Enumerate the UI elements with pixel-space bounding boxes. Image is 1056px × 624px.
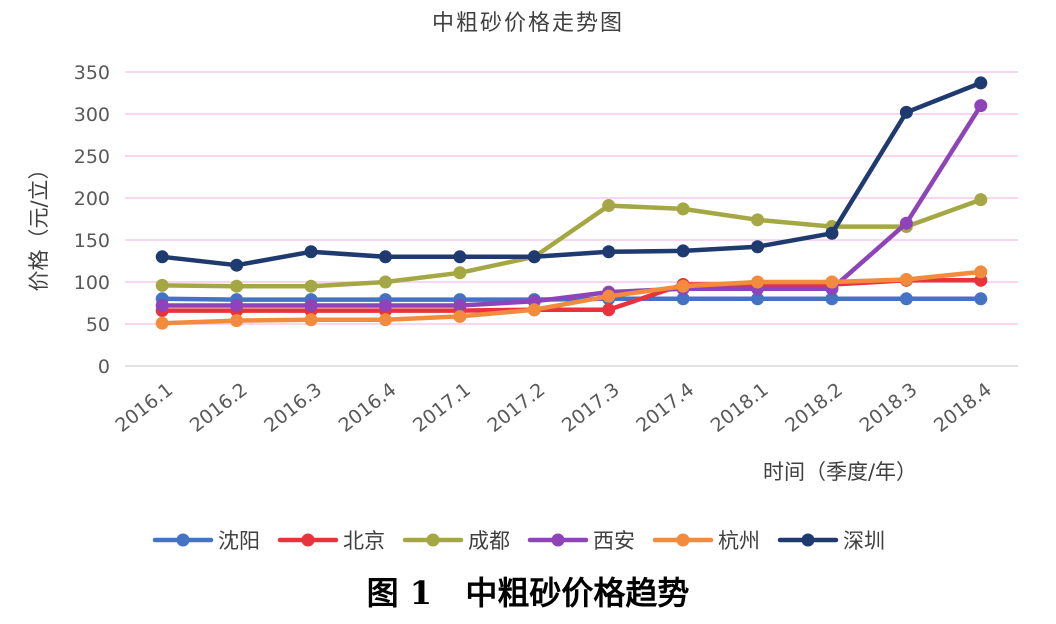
legend-label: 北京 (343, 529, 385, 553)
data-point (230, 299, 244, 313)
y-tick-label: 150 (74, 230, 110, 252)
data-point (527, 303, 541, 317)
legend-item: 成都 (402, 529, 510, 553)
data-point (974, 99, 988, 113)
legend-marker (176, 533, 190, 547)
legend-item: 西安 (527, 529, 635, 553)
legend-item: 深圳 (777, 529, 885, 553)
legend-marker (551, 533, 565, 547)
data-point (155, 278, 169, 292)
legend-label: 杭州 (718, 529, 760, 553)
data-point (527, 250, 541, 264)
data-point (304, 299, 318, 313)
y-tick-label: 250 (74, 146, 110, 168)
series-4 (155, 265, 988, 330)
data-point (825, 275, 839, 289)
legend-item: 杭州 (652, 529, 760, 553)
data-point (899, 272, 913, 286)
figure-caption: 图 1 中粗砂价格趋势 (367, 574, 690, 612)
data-point (676, 244, 690, 258)
data-point (974, 265, 988, 279)
data-point (453, 309, 467, 323)
data-point (230, 279, 244, 293)
legend-label: 成都 (468, 529, 510, 553)
x-axis-title: 时间（季度/年） (763, 460, 917, 484)
y-tick-label: 300 (74, 104, 110, 126)
data-point (230, 314, 244, 328)
y-axis-title: 价格（元/立） (27, 158, 51, 291)
y-tick-label: 100 (74, 272, 110, 294)
data-point (899, 292, 913, 306)
data-point (602, 303, 616, 317)
data-point (751, 292, 765, 306)
data-point (676, 202, 690, 216)
data-point (155, 316, 169, 330)
legend-marker (676, 533, 690, 547)
y-axis-ticks: 0 50 100 150 200 250 300 350 (74, 62, 110, 378)
legend-label: 沈阳 (218, 529, 260, 553)
data-point (230, 258, 244, 272)
series-line (159, 103, 984, 308)
series-lines (155, 76, 988, 330)
data-point (304, 313, 318, 327)
data-point (676, 279, 690, 293)
legend: 沈阳 北京 成都 西安 杭州 深圳 (152, 529, 885, 553)
data-point (676, 292, 690, 306)
legend-label: 深圳 (843, 529, 885, 553)
data-point (974, 76, 988, 90)
legend-marker (801, 533, 815, 547)
data-point (453, 299, 467, 313)
data-point (825, 226, 839, 240)
data-point (751, 275, 765, 289)
data-point (899, 105, 913, 119)
data-point (974, 292, 988, 306)
data-point (453, 266, 467, 280)
chart-title: 中粗砂价格走势图 (432, 11, 624, 36)
data-point (378, 250, 392, 264)
legend-label: 西安 (593, 529, 635, 553)
data-point (602, 245, 616, 259)
data-point (155, 299, 169, 313)
data-point (453, 250, 467, 264)
data-point (378, 299, 392, 313)
data-point (378, 313, 392, 327)
data-point (602, 199, 616, 213)
data-point (602, 289, 616, 303)
data-point (974, 193, 988, 207)
series-line (159, 296, 984, 302)
data-point (899, 216, 913, 230)
y-tick-label: 50 (86, 314, 110, 336)
data-point (751, 213, 765, 227)
data-point (751, 240, 765, 254)
data-point (155, 250, 169, 264)
y-tick-label: 0 (98, 356, 110, 378)
y-tick-label: 350 (74, 62, 110, 84)
legend-marker (301, 533, 315, 547)
legend-item: 北京 (277, 529, 385, 553)
series-line (159, 269, 984, 326)
legend-item: 沈阳 (152, 529, 260, 553)
gridlines (125, 71, 1018, 367)
series-line (159, 197, 984, 289)
data-point (825, 292, 839, 306)
data-point (304, 279, 318, 293)
series-line (159, 80, 984, 268)
legend-marker (426, 533, 440, 547)
data-point (378, 275, 392, 289)
data-point (304, 245, 318, 259)
y-tick-label: 200 (74, 188, 110, 210)
series-5 (155, 76, 988, 272)
